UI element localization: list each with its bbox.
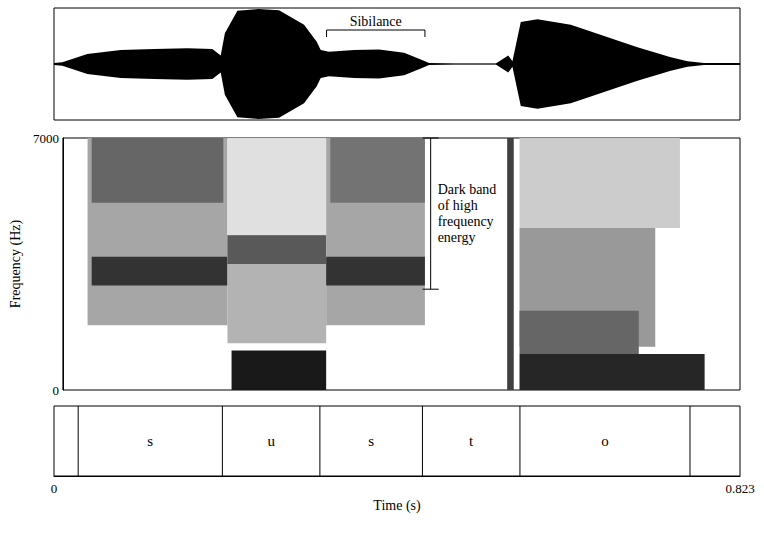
- svg-text:s: s: [147, 433, 153, 449]
- svg-text:Frequency (Hz): Frequency (Hz): [8, 220, 24, 309]
- svg-text:energy: energy: [438, 230, 476, 245]
- svg-text:0: 0: [51, 481, 58, 496]
- svg-text:of high: of high: [438, 198, 478, 213]
- svg-text:s: s: [368, 433, 374, 449]
- svg-text:t: t: [469, 433, 474, 449]
- svg-text:0.823: 0.823: [725, 481, 754, 496]
- svg-text:Time (s): Time (s): [373, 498, 421, 514]
- svg-text:o: o: [601, 433, 609, 449]
- svg-text:frequency: frequency: [438, 214, 494, 229]
- svg-text:0: 0: [52, 383, 59, 398]
- svg-text:u: u: [267, 433, 275, 449]
- svg-text:7000: 7000: [33, 131, 59, 146]
- svg-text:Dark band: Dark band: [438, 182, 497, 197]
- svg-text:Sibilance: Sibilance: [350, 14, 402, 29]
